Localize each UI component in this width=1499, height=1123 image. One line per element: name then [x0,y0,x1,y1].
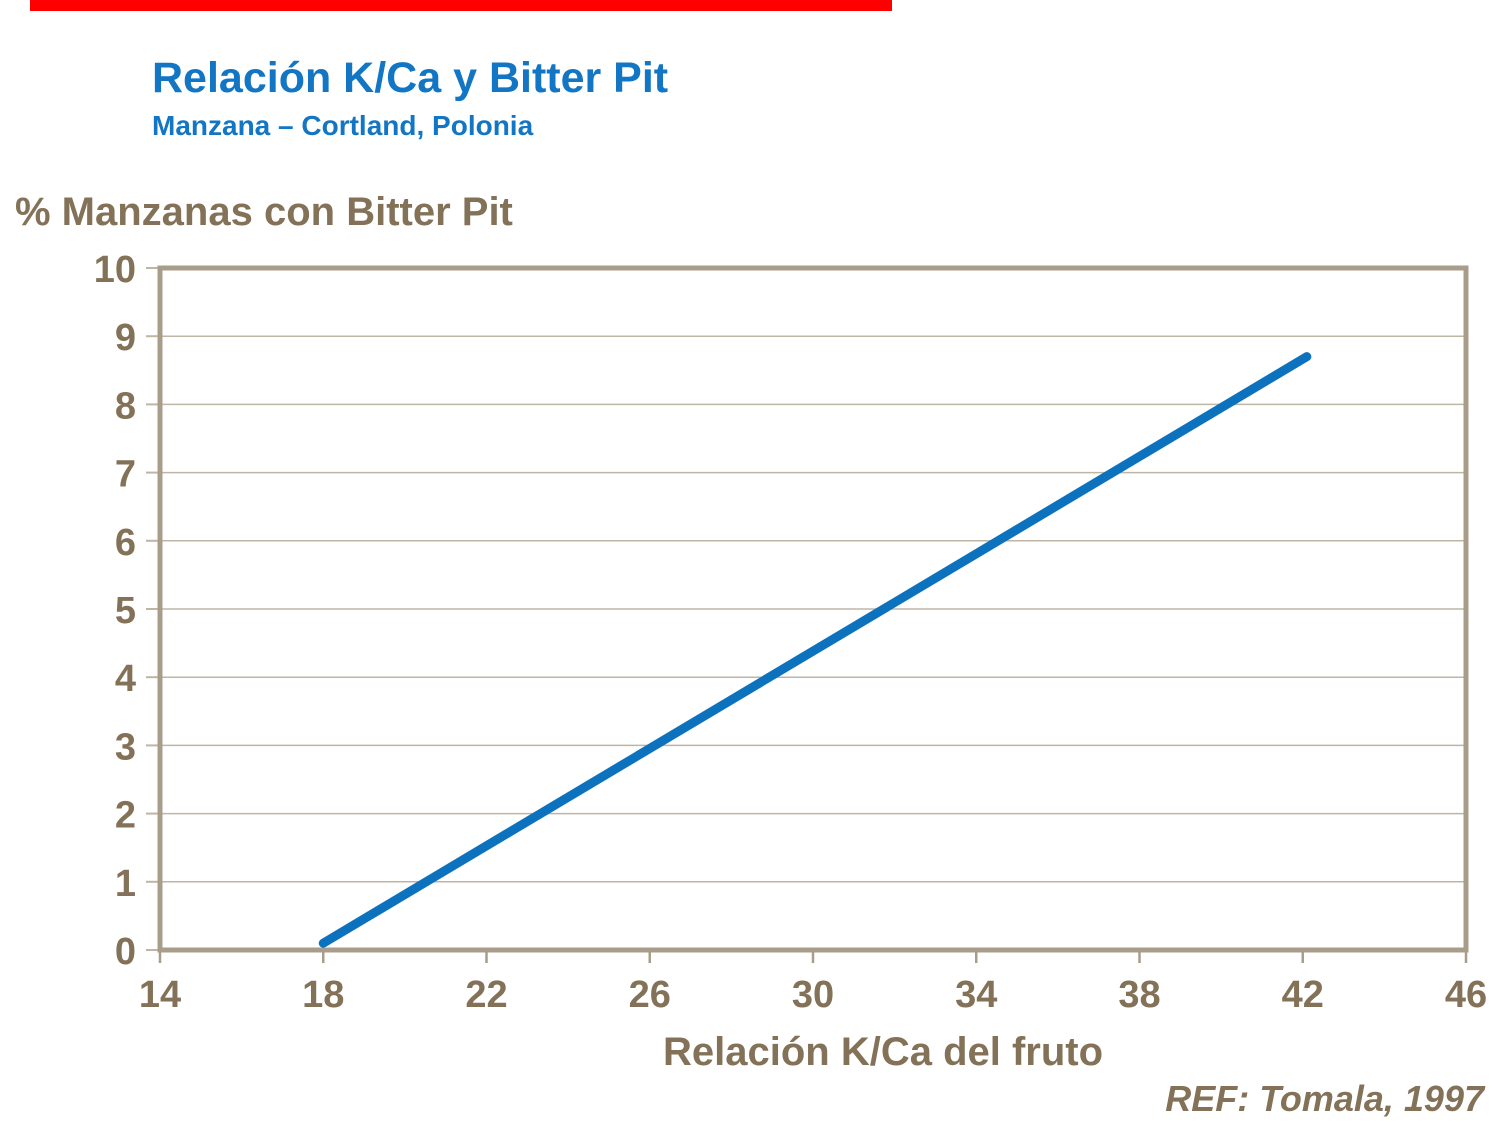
plot-border [157,265,1469,953]
y-tick-label: 6 [115,522,136,564]
x-tick-label: 14 [139,974,181,1016]
x-tick-label: 34 [955,974,997,1016]
y-tick-label: 5 [115,590,136,632]
x-tick-label: 26 [629,974,671,1016]
x-tick-label: 42 [1282,974,1324,1016]
y-tick-label: 10 [94,249,136,291]
x-tick-label: 46 [1445,974,1487,1016]
chart-subtitle: Manzana – Cortland, Polonia [152,110,534,141]
x-tick-label: 18 [302,974,344,1016]
x-tick-label: 22 [465,974,507,1016]
y-tick-label: 1 [115,863,136,905]
data-line [318,352,1312,948]
y-tick-label: 2 [115,795,136,837]
reference-note: REF: Tomala, 1997 [1165,1078,1484,1119]
y-tick-label: 7 [115,454,136,496]
x-tick-label: 38 [1118,974,1160,1016]
red-accent-bar [30,0,892,11]
y-tick-label: 4 [115,658,136,700]
x-tick-label: 30 [792,974,834,1016]
chart-title: Relación K/Ca y Bitter Pit [152,54,669,102]
y-tick-label: 8 [115,385,136,427]
x-axis-title: Relación K/Ca del fruto [663,1030,1104,1074]
y-tick-label: 0 [115,931,136,973]
y-tick-label: 9 [115,317,136,359]
y-tick-label: 3 [115,726,136,768]
y-axis-title: % Manzanas con Bitter Pit [15,190,513,234]
